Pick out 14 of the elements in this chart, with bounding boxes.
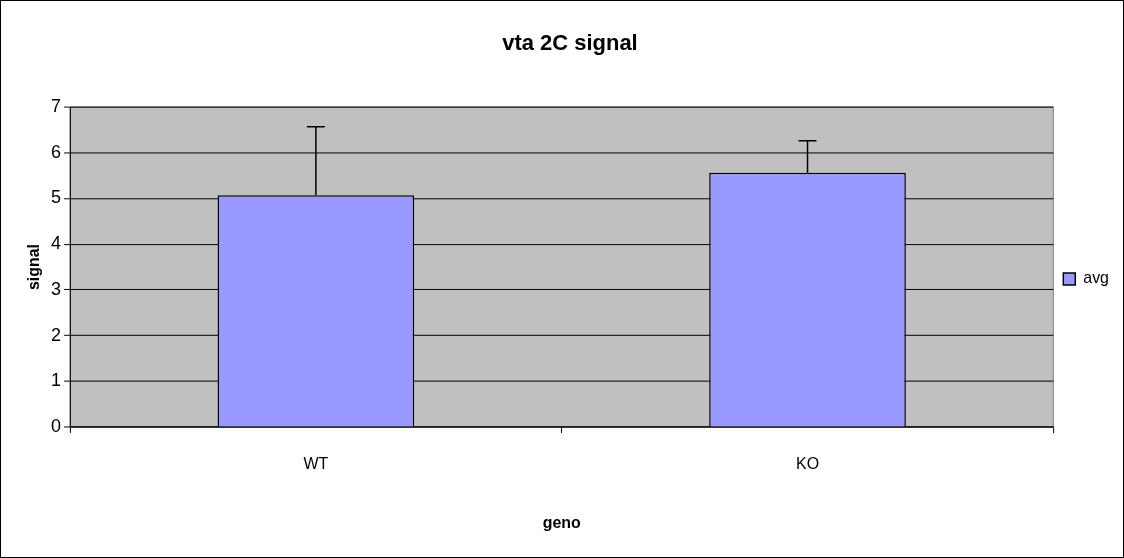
y-tick-label: 5 [51, 187, 62, 208]
y-tick-label: 0 [51, 416, 62, 437]
y-tick-label: 2 [51, 324, 62, 345]
legend-label: avg [1083, 269, 1109, 287]
x-tick-label: KO [795, 454, 820, 472]
y-axis-title: signal [24, 244, 42, 291]
x-axis-title: geno [542, 513, 582, 531]
y-tick-label: 1 [51, 370, 62, 391]
y-tick-label: 6 [51, 141, 62, 162]
y-tick-label: 4 [51, 233, 62, 254]
y-tick-label: 3 [51, 278, 62, 299]
chart-title: vta 2C signal [502, 30, 638, 56]
x-tick-label: WT [303, 454, 329, 472]
y-tick-label: 7 [51, 95, 62, 116]
